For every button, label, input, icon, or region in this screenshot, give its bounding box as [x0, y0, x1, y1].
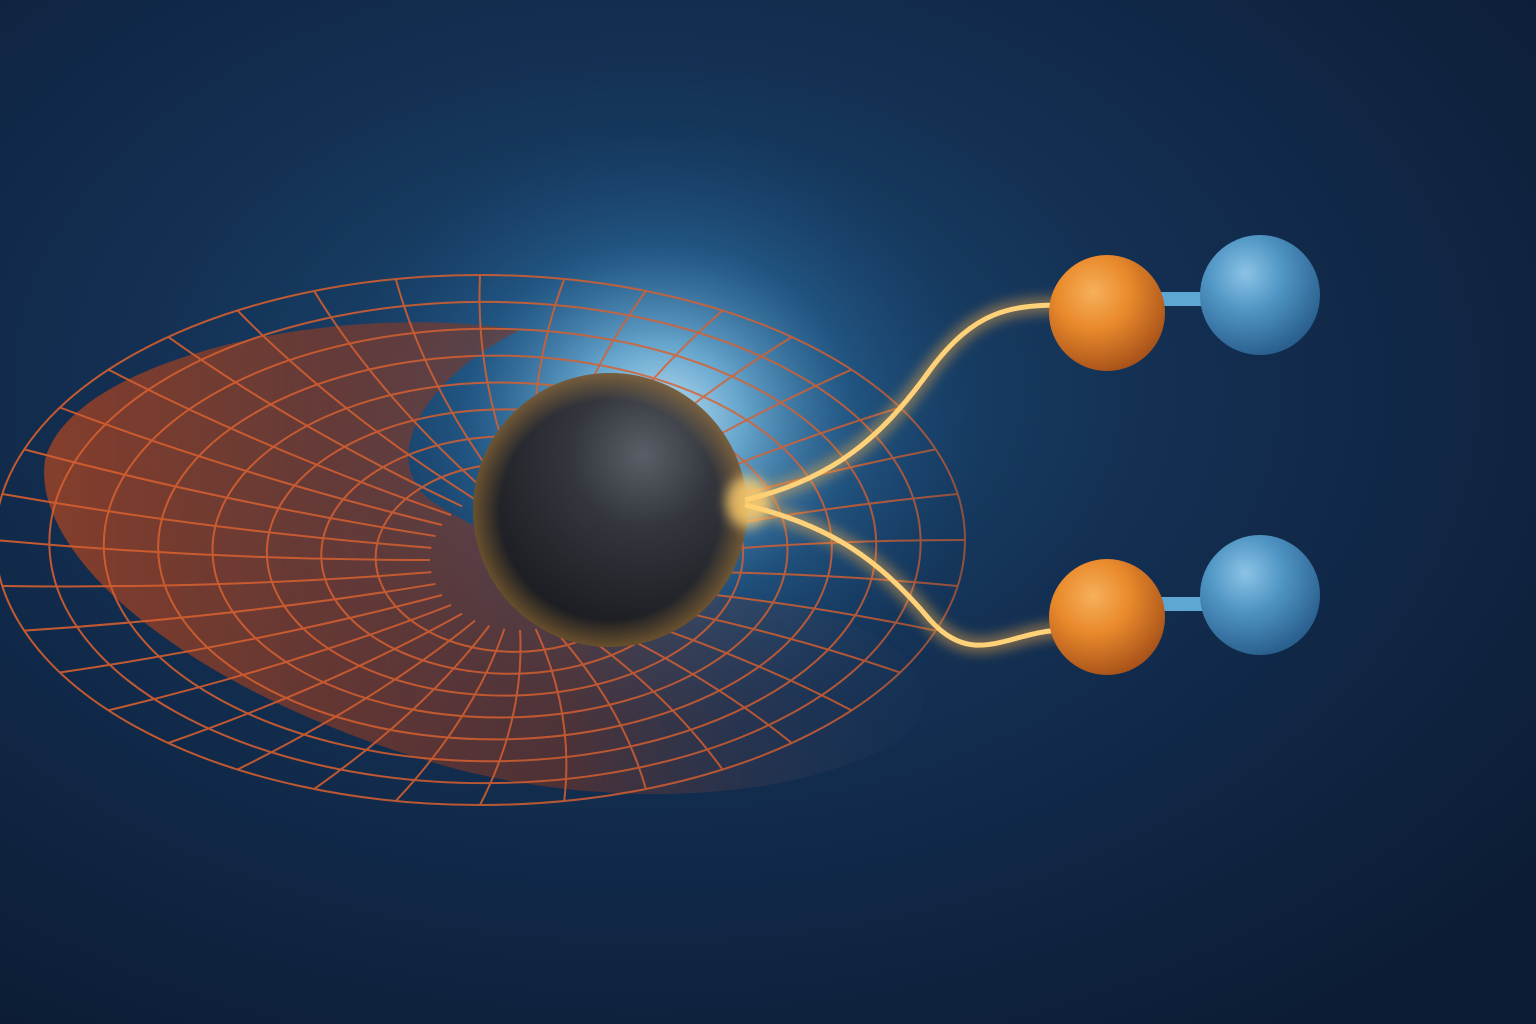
funnel-grid-spoke [313, 625, 491, 790]
funnel-grid-ring [265, 408, 745, 697]
funnel-grid-spoke [2, 571, 432, 588]
particle-pair-upper [1049, 235, 1320, 371]
blue-particle-lower [1200, 535, 1320, 655]
particle-pair-lower [1049, 535, 1320, 675]
funnel-grid-spoke [23, 448, 436, 538]
funnel-grid-spoke [59, 406, 443, 526]
funnel-grid-spoke [236, 309, 476, 501]
funnel-grid-spoke [59, 594, 443, 674]
orange-particle-lower [1049, 559, 1165, 675]
funnel-grid-spoke [108, 604, 452, 712]
funnel-grid-ring [48, 300, 922, 785]
bond-upper [1155, 292, 1215, 306]
funnel-grid-spoke [534, 628, 568, 802]
energy-filaments [726, 297, 1066, 654]
filament-lower [744, 502, 1066, 648]
funnel-grid-spoke [479, 629, 522, 806]
funnel-grid-spoke [108, 368, 452, 516]
funnel-grid-spoke [313, 290, 490, 495]
funnel-grid-spoke [24, 582, 436, 632]
bond-lower [1155, 597, 1215, 611]
funnel-grid-ring [102, 327, 878, 763]
funnel-grid-spoke [167, 612, 463, 744]
funnel-grid-spoke [2, 492, 432, 549]
funnel-grid-spoke [237, 619, 476, 771]
orange-particle-upper [1049, 255, 1165, 371]
funnel-grid-ring [157, 354, 833, 741]
filament-origin-flare [726, 476, 770, 528]
funnel-grid-spoke [395, 628, 506, 802]
funnel-grid-spoke [550, 625, 647, 790]
central-mass-sphere [473, 373, 747, 647]
blue-particle-upper [1200, 235, 1320, 355]
funnel-grid-spoke [167, 336, 463, 508]
funnel-grid-ring [211, 381, 789, 719]
funnel-grid-spoke [0, 539, 431, 561]
filament-upper [744, 302, 1066, 503]
